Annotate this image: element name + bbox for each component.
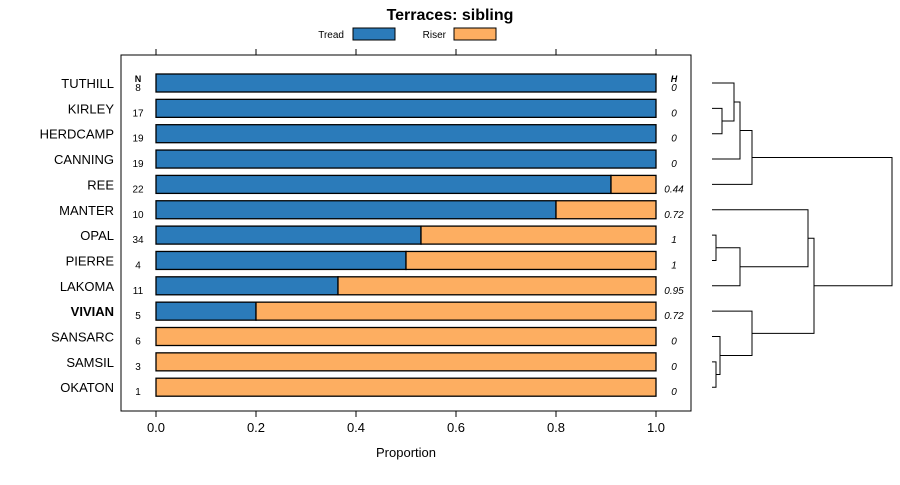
h-value: 0.72 — [664, 210, 684, 221]
n-value: 8 — [135, 83, 141, 94]
row-label: PIERRE — [66, 253, 115, 268]
bar-tread — [155, 124, 657, 144]
legend-swatch-riser — [453, 27, 497, 41]
h-value: 1 — [671, 260, 677, 271]
x-tick-label: 0.0 — [147, 420, 165, 435]
h-value: 0 — [671, 108, 677, 119]
legend-swatch-tread — [352, 27, 396, 41]
n-value: 17 — [132, 108, 144, 119]
dendrogram-branch — [712, 361, 717, 388]
x-tick-label: 0.8 — [547, 420, 565, 435]
row-label: MANTER — [59, 203, 114, 218]
row-label: SAMSIL — [66, 355, 114, 370]
chart-title: Terraces: sibling — [387, 7, 514, 24]
bar-riser — [155, 352, 657, 372]
bar-riser — [155, 326, 657, 347]
bar-riser — [555, 200, 657, 220]
dendrogram-branch — [712, 234, 717, 261]
bar-riser — [420, 225, 657, 245]
h-value: 0 — [671, 362, 677, 373]
legend-label-riser: Riser — [423, 30, 447, 41]
bar-tread — [155, 301, 257, 321]
dendrogram-branch — [752, 237, 815, 334]
h-value: 0 — [671, 83, 677, 94]
n-value: 4 — [135, 260, 141, 271]
h-value: 0 — [671, 387, 677, 398]
h-column-header: H — [671, 74, 678, 84]
dendrogram-branch — [712, 310, 753, 357]
x-tick-label: 1.0 — [647, 420, 665, 435]
h-value: 0.72 — [664, 311, 684, 322]
dendrogram-branch — [712, 209, 809, 268]
bar-riser — [255, 301, 657, 321]
bar-riser — [610, 174, 657, 195]
dendrogram-branch — [712, 82, 735, 122]
dendrogram — [712, 82, 893, 388]
n-value: 22 — [132, 184, 144, 195]
dendrogram-branch — [752, 156, 893, 287]
row-label: SANSARC — [51, 330, 114, 345]
bar-tread — [155, 200, 557, 220]
bar-tread — [155, 174, 612, 195]
x-tick-label: 0.2 — [247, 420, 265, 435]
bar-riser — [155, 377, 657, 397]
row-label: KIRLEY — [68, 101, 115, 116]
h-value: 0 — [671, 134, 677, 145]
bar-tread — [155, 225, 422, 245]
h-value: 0 — [671, 159, 677, 170]
h-value: 0.95 — [664, 286, 684, 297]
row-label: HERDCAMP — [40, 127, 114, 142]
bar-tread — [155, 149, 657, 169]
row-label: LAKOMA — [60, 279, 115, 294]
bar-riser — [337, 276, 657, 296]
n-column-header: N — [135, 74, 142, 84]
n-value: 19 — [132, 159, 144, 170]
bar-tread — [155, 250, 407, 271]
n-value: 3 — [135, 362, 141, 373]
h-value: 1 — [671, 235, 677, 246]
row-label: OKATON — [60, 380, 114, 395]
rows-group: TUTHILL 8 0 KIRLEY 17 0 HERDCAMP 19 0 CANNING 19 0 R… — [40, 73, 684, 398]
x-axis-label: Proportion — [376, 445, 436, 460]
n-value: 19 — [132, 134, 144, 145]
h-value: 0 — [671, 337, 677, 348]
dendrogram-branch — [712, 130, 753, 185]
legend-label-tread: Tread — [318, 30, 344, 41]
row-label: CANNING — [54, 152, 114, 167]
n-value: 1 — [135, 387, 141, 398]
n-value: 5 — [135, 311, 141, 322]
row-label: TUTHILL — [61, 76, 114, 91]
n-value: 6 — [135, 337, 141, 348]
n-value: 34 — [132, 235, 144, 246]
x-tick-label: 0.4 — [347, 420, 365, 435]
row-label: OPAL — [80, 228, 114, 243]
n-value: 11 — [133, 286, 144, 297]
bar-tread — [155, 276, 339, 296]
legend: Tread Riser — [318, 27, 497, 41]
bar-tread — [155, 98, 657, 118]
dendrogram-branch — [712, 101, 741, 160]
x-axis: 0.0 0.2 0.4 0.6 0.8 1.0 — [147, 49, 665, 435]
row-label: REE — [87, 177, 114, 192]
bar-riser — [405, 250, 657, 271]
row-label: VIVIAN — [71, 304, 114, 319]
h-value: 0.44 — [664, 184, 684, 195]
dendrogram-branch — [712, 107, 723, 135]
plot-panel — [120, 54, 692, 412]
bar-tread — [155, 73, 657, 93]
n-value: 10 — [132, 210, 144, 221]
x-tick-label: 0.6 — [447, 420, 465, 435]
